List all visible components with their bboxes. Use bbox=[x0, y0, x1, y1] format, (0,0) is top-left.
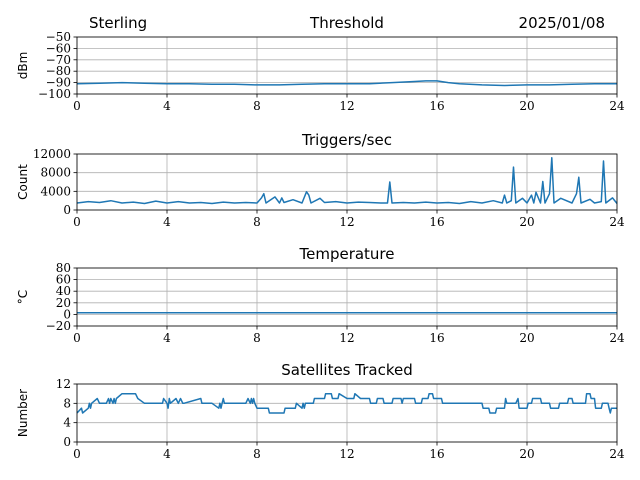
y-tick-label: 4000 bbox=[40, 184, 71, 198]
x-tick-label: 24 bbox=[609, 331, 625, 345]
x-tick-label: 16 bbox=[429, 331, 444, 345]
y-tick-label: 20 bbox=[56, 296, 71, 310]
y-tick-label: 60 bbox=[56, 273, 71, 287]
x-tick-label: 16 bbox=[429, 215, 444, 229]
x-tick-label: 20 bbox=[519, 99, 534, 113]
x-tick-label: 12 bbox=[339, 215, 354, 229]
chart-title: Satellites Tracked bbox=[281, 361, 412, 379]
y-tick-label: −60 bbox=[46, 41, 71, 55]
y-tick-label: 0 bbox=[63, 203, 71, 217]
chart-title: Triggers/sec bbox=[301, 131, 392, 149]
y-tick-label: 80 bbox=[56, 261, 71, 275]
y-tick-label: 8000 bbox=[40, 166, 71, 180]
x-tick-label: 20 bbox=[519, 215, 534, 229]
x-tick-label: 8 bbox=[253, 331, 261, 345]
x-tick-label: 12 bbox=[339, 331, 354, 345]
y-tick-label: 12 bbox=[56, 377, 71, 391]
y-axis-label: Count bbox=[16, 164, 30, 200]
x-tick-label: 4 bbox=[163, 331, 171, 345]
x-tick-label: 4 bbox=[163, 99, 171, 113]
x-tick-label: 8 bbox=[253, 215, 261, 229]
x-tick-label: 4 bbox=[163, 215, 171, 229]
x-tick-label: 20 bbox=[519, 447, 534, 461]
x-tick-label: 16 bbox=[429, 99, 444, 113]
x-tick-label: 12 bbox=[339, 99, 354, 113]
y-tick-label: 40 bbox=[56, 284, 71, 298]
y-axis-label: °C bbox=[16, 290, 30, 304]
x-tick-label: 4 bbox=[163, 447, 171, 461]
series-line bbox=[76, 156, 618, 205]
y-tick-label: 8 bbox=[63, 396, 71, 410]
y-tick-label: 0 bbox=[63, 307, 71, 321]
chart-satellites: 0 4 8 12 16 20 24 0 4 8 12 Satellites Tracked Number bbox=[16, 361, 625, 461]
x-tick-label: 20 bbox=[519, 331, 534, 345]
y-tick-label: 4 bbox=[63, 416, 71, 430]
chart-triggers: 0 4 8 12 16 20 24 0 4000 8000 12000 Triggers/sec Cou… bbox=[16, 131, 625, 229]
series-line bbox=[76, 80, 617, 87]
y-tick-label: −50 bbox=[46, 30, 71, 44]
x-tick-label: 0 bbox=[73, 447, 81, 461]
x-tick-label: 0 bbox=[73, 99, 81, 113]
x-tick-label: 24 bbox=[609, 447, 625, 461]
y-tick-label: 12000 bbox=[33, 147, 71, 161]
x-tick-label: 0 bbox=[73, 215, 81, 229]
x-tick-label: 8 bbox=[253, 447, 261, 461]
chart-title: Threshold bbox=[309, 14, 384, 32]
station-label: Sterling bbox=[89, 14, 147, 32]
y-tick-label: −80 bbox=[46, 64, 71, 78]
y-tick-label: −90 bbox=[46, 76, 71, 90]
y-tick-label: 0 bbox=[63, 435, 71, 449]
chart-title: Temperature bbox=[298, 245, 394, 263]
y-axis-label: Number bbox=[16, 389, 30, 437]
date-label: 2025/01/08 bbox=[519, 14, 605, 32]
x-tick-label: 12 bbox=[339, 447, 354, 461]
y-tick-label: −20 bbox=[46, 319, 71, 333]
chart-panels: 0 4 8 12 16 20 24 −100−90−80−70−60−50 Threshold d… bbox=[16, 14, 625, 461]
chart-threshold: 0 4 8 12 16 20 24 −100−90−80−70−60−50 Threshold d… bbox=[16, 14, 625, 113]
y-tick-label: −70 bbox=[46, 53, 71, 67]
x-tick-label: 8 bbox=[253, 99, 261, 113]
x-tick-label: 16 bbox=[429, 447, 444, 461]
y-tick-label: −100 bbox=[38, 87, 71, 101]
x-tick-label: 0 bbox=[73, 331, 81, 345]
y-axis-label: dBm bbox=[16, 52, 30, 80]
series-line bbox=[76, 392, 617, 414]
x-tick-label: 24 bbox=[609, 99, 625, 113]
x-tick-label: 24 bbox=[609, 215, 625, 229]
